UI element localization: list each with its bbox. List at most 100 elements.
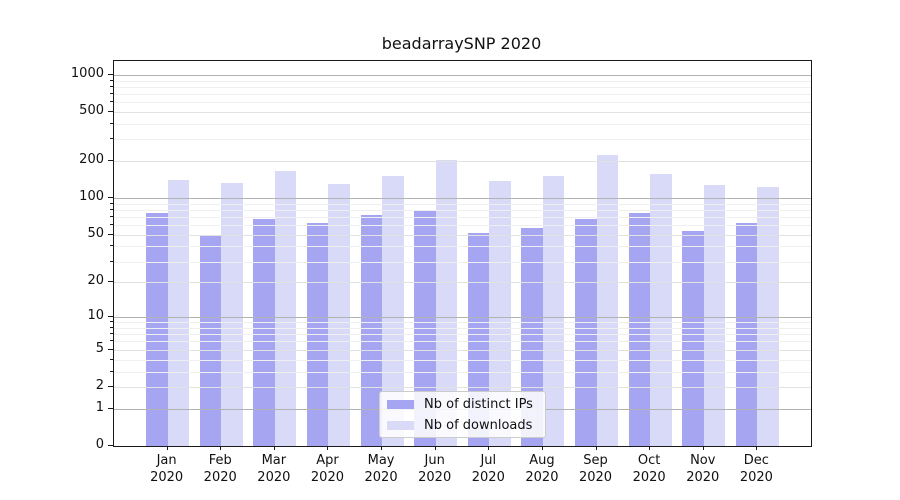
chart-title: beadarraySNP 2020 [381, 34, 542, 53]
bar-distinct-ips-oct [628, 213, 651, 446]
y-minortick [110, 245, 113, 247]
gridline-minor [114, 225, 811, 227]
y-tick-label-1000: 1000 [70, 65, 104, 81]
y-minortick [110, 370, 113, 372]
y-tick-label-5: 5 [95, 340, 104, 356]
y-minortick [110, 215, 113, 217]
gridline-20 [114, 282, 811, 284]
x-tick-label-mar: Mar 2020 [257, 453, 291, 485]
y-minortick [110, 85, 113, 87]
y-tick-label-20: 20 [87, 273, 104, 289]
gridline-minor [114, 327, 811, 329]
y-tick-5 [108, 348, 113, 350]
y-minortick [110, 340, 113, 342]
gridline-minor [114, 123, 811, 125]
x-tick-dec [756, 446, 758, 450]
y-tick-label-1: 1 [95, 399, 104, 415]
y-tick-label-0: 0 [95, 437, 104, 452]
bar-downloads-oct [650, 174, 672, 446]
bar-downloads-apr [328, 184, 350, 446]
y-minortick [110, 138, 113, 140]
bar-downloads-nov [703, 184, 726, 446]
x-tick-label-sep: Sep 2020 [578, 453, 613, 485]
bar-downloads-sep [596, 155, 618, 446]
x-tick-mar [273, 446, 275, 450]
y-tick-1 [108, 407, 113, 409]
bar-distinct-ips-may [360, 214, 383, 446]
y-minortick [110, 321, 113, 323]
y-tick-100 [108, 197, 113, 199]
x-tick-label-feb: Feb 2020 [203, 453, 237, 485]
y-minortick [110, 260, 113, 262]
y-tick-1000 [108, 73, 113, 75]
gridline-minor [114, 86, 811, 88]
x-tick-oct [649, 446, 651, 450]
bar-downloads-aug [542, 175, 565, 446]
x-tick-apr [327, 446, 329, 450]
x-tick-jan [166, 446, 168, 450]
gridline-50 [114, 234, 811, 236]
gridline-2 [114, 386, 811, 388]
y-minortick [110, 358, 113, 360]
y-minortick [110, 79, 113, 81]
x-tick-label-apr: Apr 2020 [310, 453, 344, 485]
y-tick-500 [108, 111, 113, 113]
bar-distinct-ips-jan [146, 213, 168, 446]
gridline-minor [114, 203, 811, 205]
bar-downloads-mar [274, 170, 297, 446]
y-minortick [110, 92, 113, 94]
gridline-minor [114, 371, 811, 373]
bar-downloads-jan [167, 180, 190, 446]
bar-distinct-ips-feb [199, 234, 222, 446]
y-tick-label-2: 2 [95, 377, 104, 393]
bar-downloads-jun [435, 159, 458, 446]
x-tick-label-may: May 2020 [364, 453, 398, 485]
y-minortick [110, 224, 113, 226]
gridline-minor [114, 341, 811, 343]
y-tick-10 [108, 316, 113, 318]
x-tick-label-jun: Jun 2020 [418, 453, 452, 485]
x-tick-label-dec: Dec 2020 [739, 453, 773, 485]
legend-label-distinct-ips: Nb of distinct IPs [424, 396, 533, 412]
y-minortick [110, 101, 113, 103]
legend: Nb of distinct IPs Nb of downloads [379, 391, 546, 438]
y-tick-0 [108, 445, 113, 446]
y-tick-2 [108, 385, 113, 387]
y-minortick [110, 202, 113, 204]
gridline-10 [114, 317, 811, 319]
x-tick-may [381, 446, 383, 450]
bar-distinct-ips-nov [682, 230, 704, 446]
gridline-1000 [114, 74, 811, 76]
legend-swatch-downloads [387, 420, 414, 430]
x-tick-jul [488, 446, 490, 450]
bar-downloads-dec [757, 187, 779, 446]
bar-downloads-feb [221, 182, 243, 446]
y-tick-50 [108, 233, 113, 235]
gridline-minor [114, 93, 811, 95]
y-tick-20 [108, 281, 113, 283]
y-tick-label-10: 10 [87, 308, 104, 324]
x-tick-label-jan: Jan 2020 [150, 453, 184, 485]
legend-item-distinct-ips: Nb of distinct IPs [387, 395, 545, 413]
y-tick-200 [108, 160, 113, 162]
x-tick-label-aug: Aug 2020 [525, 453, 559, 485]
plot-area [113, 60, 812, 447]
legend-item-downloads: Nb of downloads [387, 416, 545, 434]
y-tick-label-200: 200 [79, 152, 104, 168]
y-tick-label-50: 50 [87, 225, 104, 241]
gridline-minor [114, 216, 811, 218]
y-minortick [110, 122, 113, 124]
gridline-minor [114, 334, 811, 336]
y-minortick [110, 208, 113, 210]
x-tick-label-nov: Nov 2020 [686, 453, 720, 485]
x-tick-label-jul: Jul 2020 [471, 453, 505, 485]
gridline-minor [114, 359, 811, 361]
y-minortick [110, 333, 113, 335]
bar-downloads-may [382, 176, 404, 446]
gridline-5 [114, 349, 811, 351]
y-minortick [110, 326, 113, 328]
gridline-minor [114, 209, 811, 211]
x-tick-feb [220, 446, 222, 450]
x-tick-sep [595, 446, 597, 450]
